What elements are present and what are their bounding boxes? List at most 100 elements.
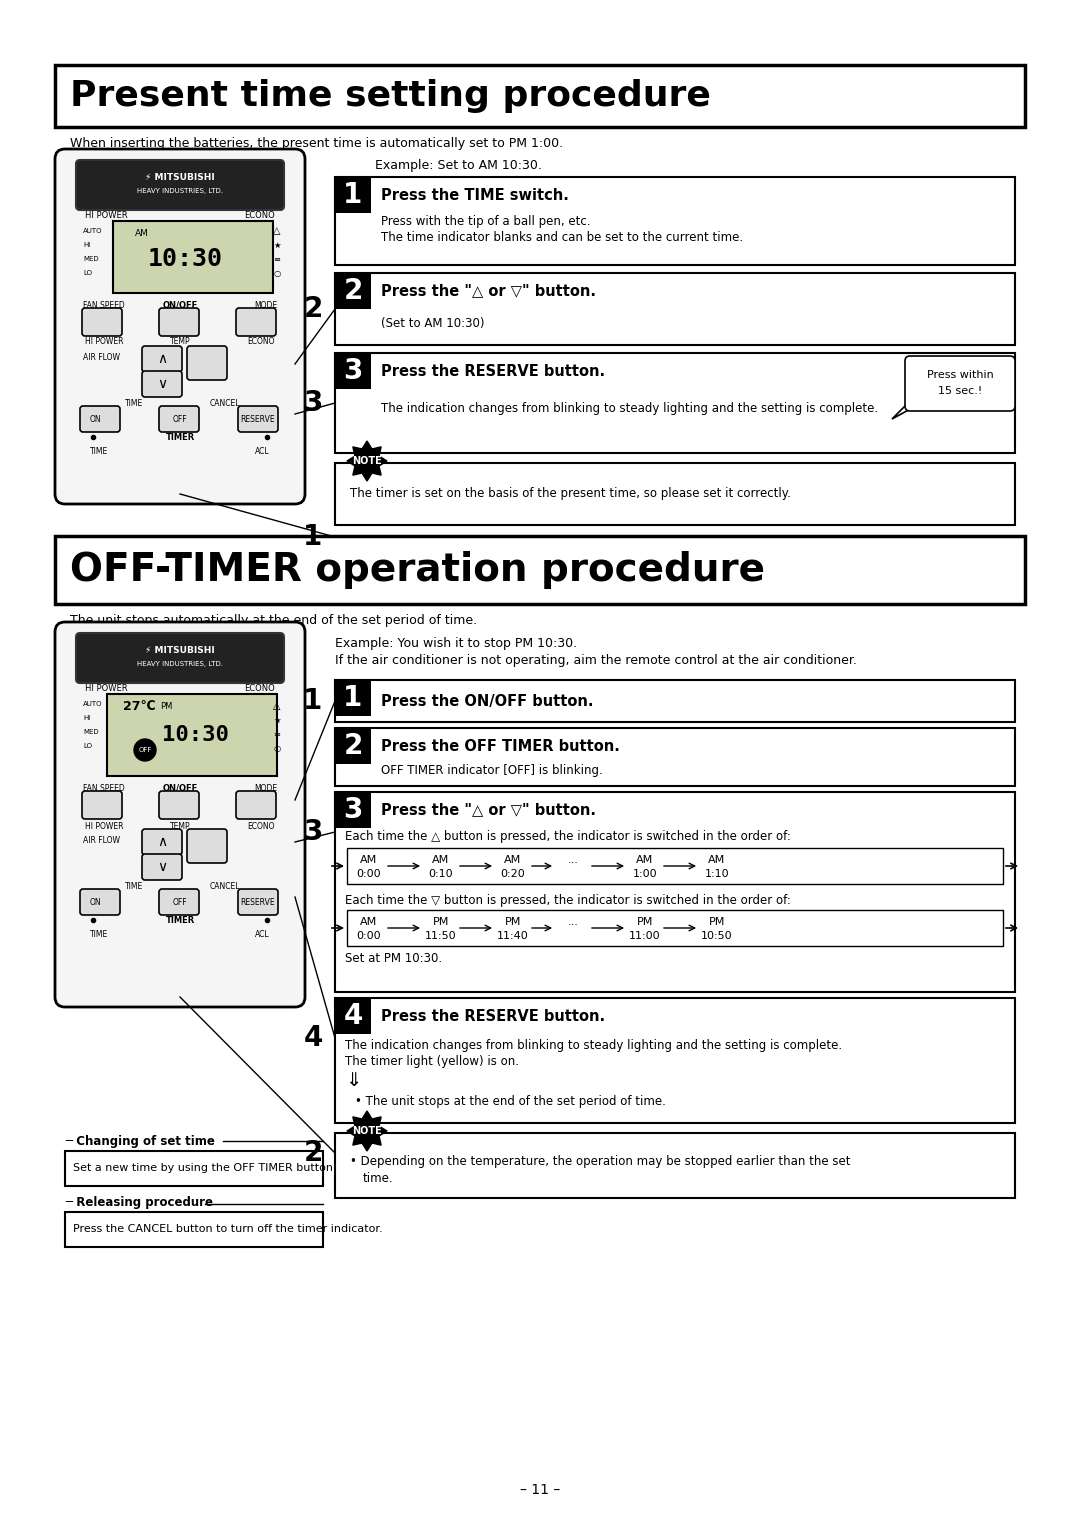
Text: When inserting the batteries, the present time is automatically set to PM 1:00.: When inserting the batteries, the presen…: [70, 138, 563, 150]
Text: 10:30: 10:30: [162, 724, 229, 746]
Text: 3: 3: [303, 817, 323, 847]
Text: Press the "△ or ▽" button.: Press the "△ or ▽" button.: [381, 802, 596, 817]
Text: LO: LO: [83, 743, 92, 749]
Text: ECONO: ECONO: [244, 683, 275, 692]
Text: 1: 1: [343, 685, 363, 712]
Bar: [335, 727, 372, 764]
Bar: [335, 998, 372, 1034]
Text: Each time the ▽ button is pressed, the indicator is switched in the order of:: Each time the ▽ button is pressed, the i…: [345, 894, 791, 906]
Bar: [335, 792, 1015, 992]
Text: Press the CANCEL button to turn off the timer indicator.: Press the CANCEL button to turn off the …: [73, 1224, 382, 1235]
Text: 0:00: 0:00: [356, 869, 381, 879]
Text: ∨: ∨: [157, 377, 167, 391]
Text: OFF: OFF: [138, 747, 151, 753]
Text: PM: PM: [433, 917, 449, 927]
Text: 2: 2: [303, 1138, 323, 1167]
Text: TIME: TIME: [90, 929, 108, 938]
Text: △: △: [273, 226, 281, 235]
Text: 2: 2: [343, 732, 363, 759]
Bar: [65, 1151, 323, 1186]
Text: 2: 2: [303, 295, 323, 322]
Text: 1:10: 1:10: [704, 869, 729, 879]
Text: ─ Changing of set time: ─ Changing of set time: [65, 1135, 219, 1148]
Text: HEAVY INDUSTRIES, LTD.: HEAVY INDUSTRIES, LTD.: [137, 188, 222, 194]
Bar: [335, 680, 1015, 723]
Text: Press within: Press within: [927, 370, 994, 380]
Text: Set a new time by using the OFF TIMER button.: Set a new time by using the OFF TIMER bu…: [73, 1163, 337, 1174]
Text: 3: 3: [343, 358, 363, 385]
Text: ...: ...: [568, 856, 579, 865]
Text: Each time the △ button is pressed, the indicator is switched in the order of:: Each time the △ button is pressed, the i…: [345, 830, 791, 842]
FancyBboxPatch shape: [187, 345, 227, 380]
FancyBboxPatch shape: [141, 854, 183, 880]
Text: ⇓: ⇓: [345, 1071, 362, 1089]
Text: 11:50: 11:50: [426, 931, 457, 941]
Text: Press the TIME switch.: Press the TIME switch.: [381, 188, 569, 203]
Text: HEAVY INDUSTRIES, LTD.: HEAVY INDUSTRIES, LTD.: [137, 662, 222, 668]
FancyBboxPatch shape: [76, 633, 284, 683]
Text: MODE: MODE: [254, 784, 276, 793]
Polygon shape: [347, 442, 387, 481]
FancyBboxPatch shape: [159, 406, 199, 432]
Text: Press with the tip of a ball pen, etc.: Press with the tip of a ball pen, etc.: [381, 214, 591, 228]
Bar: [335, 274, 372, 309]
Text: The timer light (yellow) is on.: The timer light (yellow) is on.: [345, 1056, 519, 1068]
Text: ○: ○: [273, 744, 281, 752]
Bar: [335, 1132, 1015, 1198]
Text: HI POWER: HI POWER: [85, 683, 127, 692]
Text: 2: 2: [343, 277, 363, 306]
FancyBboxPatch shape: [238, 406, 278, 432]
FancyBboxPatch shape: [141, 345, 183, 371]
Bar: [335, 998, 1015, 1123]
Text: 0:20: 0:20: [501, 869, 525, 879]
Text: HI POWER: HI POWER: [85, 211, 127, 220]
Bar: [335, 353, 1015, 452]
FancyBboxPatch shape: [187, 830, 227, 863]
Text: ★: ★: [273, 240, 281, 249]
FancyBboxPatch shape: [82, 792, 122, 819]
Text: 11:40: 11:40: [497, 931, 529, 941]
Text: ECONO: ECONO: [247, 336, 275, 345]
Text: ○: ○: [273, 269, 281, 278]
Bar: [335, 353, 372, 390]
Text: TIME: TIME: [125, 399, 144, 408]
Text: 11:00: 11:00: [630, 931, 661, 941]
Text: AM: AM: [361, 856, 378, 865]
Text: AM: AM: [636, 856, 653, 865]
Bar: [335, 177, 372, 212]
Text: MODE: MODE: [254, 301, 276, 310]
Text: Press the RESERVE button.: Press the RESERVE button.: [381, 1008, 605, 1024]
Bar: [347, 911, 1003, 946]
FancyBboxPatch shape: [159, 889, 199, 915]
FancyBboxPatch shape: [237, 309, 276, 336]
Text: AUTO: AUTO: [83, 701, 103, 707]
Text: The time indicator blanks and can be set to the current time.: The time indicator blanks and can be set…: [381, 231, 743, 243]
Circle shape: [134, 740, 156, 761]
Text: OFF TIMER indicator [OFF] is blinking.: OFF TIMER indicator [OFF] is blinking.: [381, 764, 603, 776]
Text: RESERVE: RESERVE: [241, 414, 275, 423]
Text: 1: 1: [343, 180, 363, 209]
Bar: [335, 680, 372, 717]
Polygon shape: [892, 400, 924, 419]
Text: 0:10: 0:10: [429, 869, 454, 879]
Text: HI POWER: HI POWER: [85, 822, 123, 831]
Text: ∨: ∨: [157, 860, 167, 874]
Text: 10:30: 10:30: [148, 248, 222, 270]
Text: Press the ON/OFF button.: Press the ON/OFF button.: [381, 694, 594, 709]
Text: time.: time.: [363, 1172, 393, 1186]
FancyBboxPatch shape: [55, 622, 305, 1007]
Text: MED: MED: [83, 729, 98, 735]
Text: ...: ...: [568, 917, 579, 927]
Text: ⚡ MITSUBISHI: ⚡ MITSUBISHI: [145, 173, 215, 182]
Text: 1: 1: [303, 688, 323, 715]
Text: HI: HI: [83, 715, 91, 721]
Text: AM: AM: [135, 229, 149, 237]
Text: PM: PM: [504, 917, 522, 927]
Text: RESERVE: RESERVE: [241, 897, 275, 906]
Text: 3: 3: [343, 796, 363, 824]
Text: 4: 4: [343, 1002, 363, 1030]
FancyBboxPatch shape: [159, 792, 199, 819]
FancyBboxPatch shape: [80, 889, 120, 915]
Bar: [113, 222, 273, 293]
Text: TIME: TIME: [90, 446, 108, 455]
